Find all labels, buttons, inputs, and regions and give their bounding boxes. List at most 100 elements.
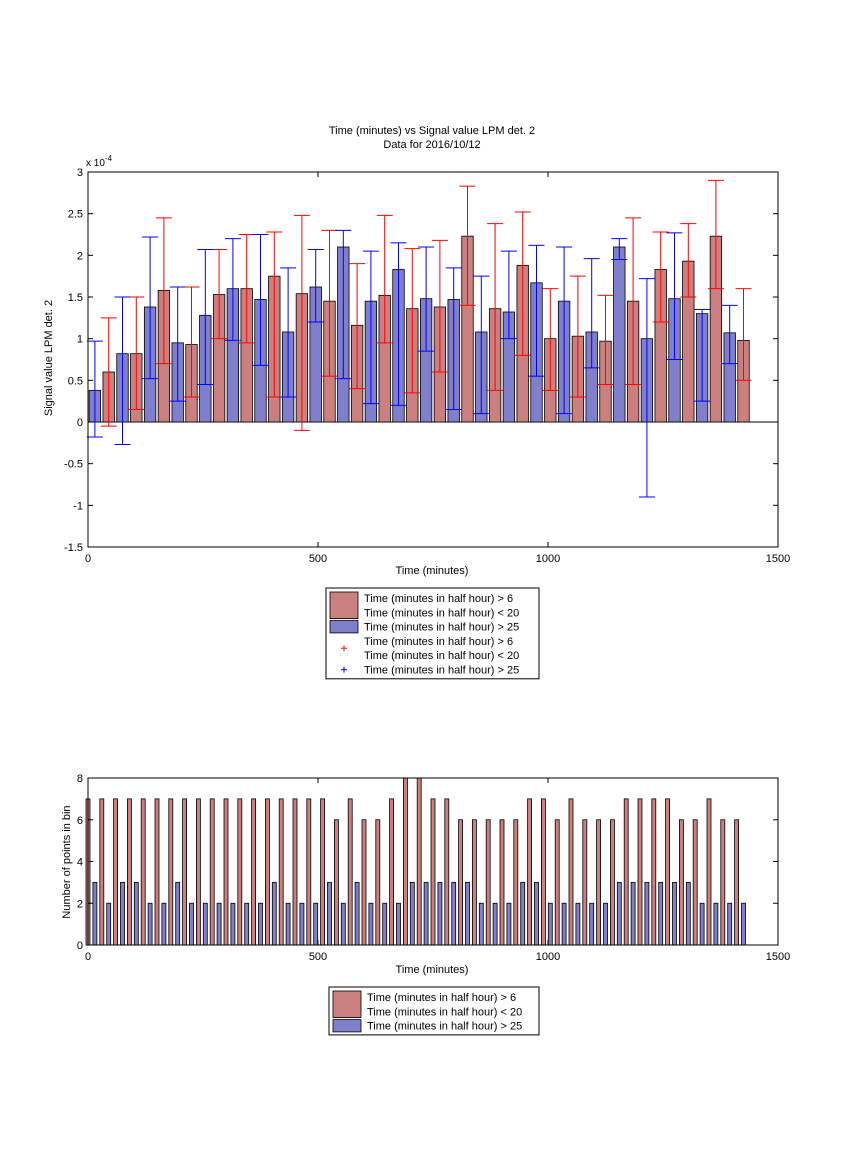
legend-patch: [332, 990, 362, 1019]
bar: [547, 902, 553, 946]
y-tick-label: -1: [73, 500, 83, 512]
chart1-legend: Time (minutes in half hour) > 6 Time (min…: [325, 587, 540, 680]
bar: [444, 798, 450, 946]
legend-label: Time (minutes in half hour) > 25: [367, 1021, 522, 1033]
bar: [554, 819, 560, 946]
bar: [368, 902, 374, 946]
chart1-subtitle: Data for 2016/10/12: [383, 139, 480, 151]
legend-box: [325, 587, 540, 680]
chart1-plot: 0 500 1000 1500 -1.5 -1 -0.5 0 0.5 1 1.5 2 2.5 3: [64, 167, 790, 565]
bar: [175, 881, 181, 946]
bar: [416, 777, 422, 946]
bar: [127, 798, 132, 946]
bar: [679, 819, 684, 946]
bar: [361, 819, 367, 946]
bar: [92, 881, 98, 946]
x-tick-label: 1500: [766, 951, 790, 963]
chart2-legend: Time (minutes in half hour) > 6 Time (min…: [328, 986, 540, 1036]
bar: [292, 798, 298, 946]
axes-frame: [87, 171, 779, 548]
bar: [582, 819, 588, 946]
bar: [478, 902, 484, 946]
x-tick-label: 500: [309, 951, 327, 963]
bar: [672, 881, 677, 946]
bar: [644, 881, 650, 946]
legend-label: Time (minutes in half hour) > 6: [367, 992, 516, 1004]
bar: [195, 798, 201, 946]
bar: [603, 902, 608, 946]
bar: [637, 798, 643, 946]
bar: [423, 881, 429, 946]
bar: [499, 819, 505, 946]
legend-patch: [332, 1019, 362, 1033]
bar: [409, 881, 415, 946]
chart2-ylabel: Number of points in bin: [61, 805, 73, 918]
bar: [402, 777, 408, 946]
bar: [430, 798, 436, 946]
bar: [568, 798, 574, 946]
y-tick-label: 2: [77, 898, 83, 910]
chart2-plot: 0 500 1000 1500 0 2 4 6 8: [77, 773, 790, 963]
y-tick-label: 2: [77, 250, 83, 262]
bar: [347, 798, 353, 946]
legend-patch: [329, 620, 359, 634]
y-tick-label: 4: [77, 857, 83, 869]
chart1-xlabel: Time (minutes): [396, 565, 469, 577]
x-tick-label: 1500: [766, 553, 790, 565]
bar: [133, 881, 139, 946]
bar: [244, 902, 250, 946]
bar: [264, 798, 270, 946]
bar: [182, 798, 188, 946]
bar: [596, 819, 601, 946]
bar: [389, 798, 395, 946]
x-tick-label: 1000: [536, 951, 560, 963]
bar: [613, 246, 626, 423]
bar: [616, 881, 622, 946]
bar: [306, 798, 312, 946]
bar: [147, 902, 153, 946]
x-tick-label: 0: [85, 553, 91, 565]
bar: [465, 881, 470, 946]
legend-label: Time (minutes in half hour) < 20: [364, 650, 519, 662]
bar: [271, 881, 277, 946]
bar: [168, 798, 174, 946]
bar: [258, 902, 263, 946]
bar: [727, 902, 733, 946]
x-tick-label: 500: [309, 553, 327, 565]
bar: [651, 798, 657, 946]
bar: [278, 798, 284, 946]
chart1-y-exponent: x 10-4: [86, 154, 113, 169]
bar: [610, 819, 615, 946]
bar: [534, 881, 539, 946]
legend-label: Time (minutes in half hour) > 6: [364, 636, 513, 648]
bar: [623, 798, 629, 946]
bar: [285, 902, 291, 946]
bar: [140, 798, 146, 946]
bar: [161, 902, 167, 946]
bar: [527, 798, 532, 946]
bar: [665, 798, 670, 946]
bar: [340, 902, 346, 946]
y-tick-label: 1: [77, 334, 83, 346]
legend-label: Time (minutes in half hour) > 25: [364, 622, 519, 634]
bar: [251, 798, 257, 946]
bar: [202, 902, 208, 946]
y-tick-label: 2.5: [68, 209, 83, 221]
bar: [541, 798, 546, 946]
bar: [223, 798, 229, 946]
bar: [237, 798, 243, 946]
bar: [471, 819, 477, 946]
bar: [189, 902, 194, 946]
legend-label: Time (minutes in half hour) < 20: [364, 607, 519, 619]
legend-label: Time (minutes in half hour) > 6: [364, 593, 513, 605]
legend-box: [328, 986, 540, 1036]
y-tick-label: -1.5: [64, 542, 83, 554]
bar: [437, 881, 443, 946]
bar: [382, 902, 388, 946]
bar: [120, 881, 125, 946]
bar: [734, 819, 739, 946]
bar: [575, 902, 581, 946]
bar: [209, 798, 215, 946]
bar: [706, 798, 712, 946]
